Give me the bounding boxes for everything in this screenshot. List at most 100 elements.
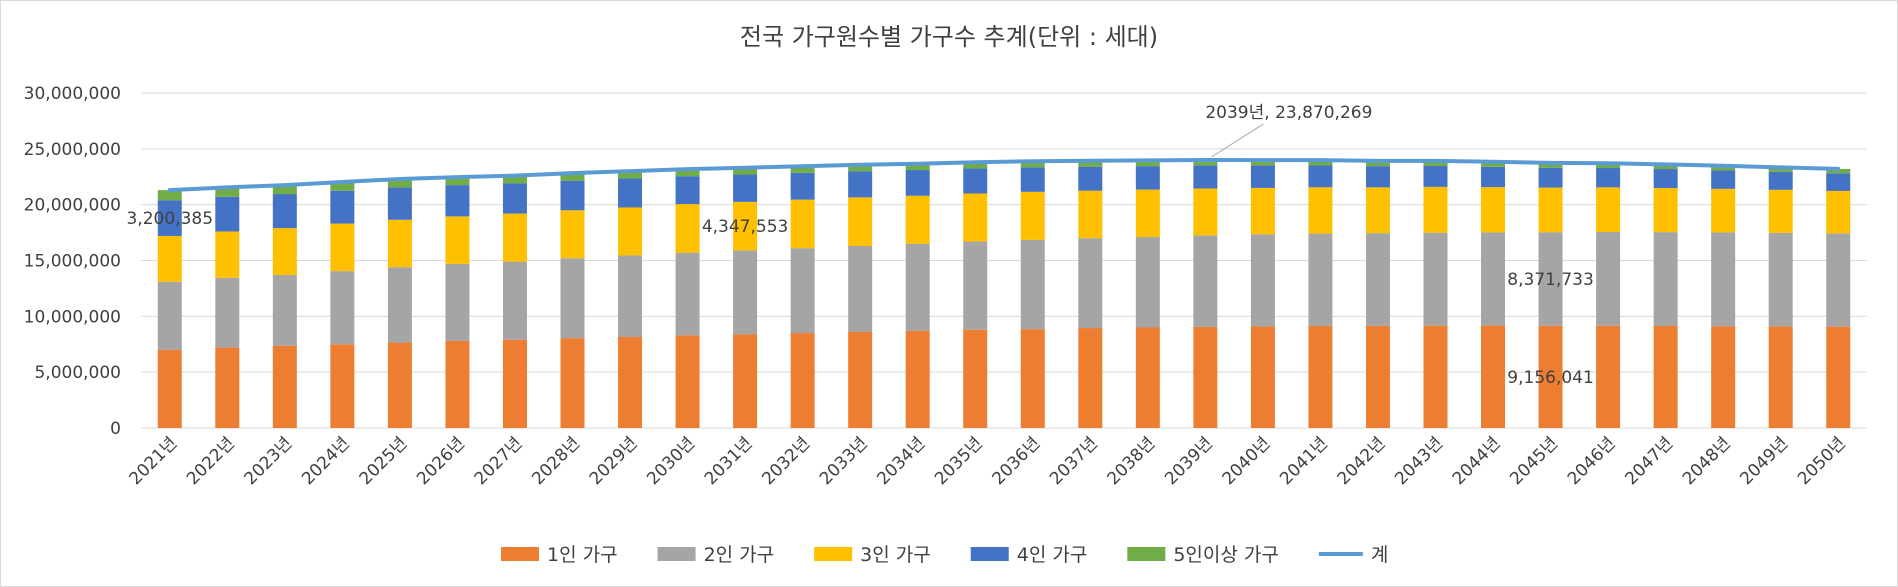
- bar-segment-1-2040년: [1250, 326, 1275, 428]
- bar-segment-4-2034년: [905, 170, 930, 196]
- data-label: 8,371,733: [1507, 270, 1594, 290]
- bar-segment-4-2030년: [675, 176, 700, 205]
- bar-segment-5-2047년: [1653, 164, 1678, 170]
- bar-segment-4-2026년: [445, 185, 470, 217]
- bar-segment-4-2043년: [1423, 166, 1448, 187]
- bar-segment-2-2026년: [445, 263, 470, 341]
- y-tick-label: 0: [110, 419, 121, 439]
- bar-segment-4-2035년: [963, 168, 988, 194]
- data-label: 3,200,385: [127, 209, 214, 229]
- bar-segment-4-2027년: [502, 183, 527, 214]
- total-series-line: [167, 158, 1841, 193]
- bar-segment-2-2037년: [1078, 238, 1103, 329]
- bar-segment-3-2048년: [1711, 188, 1736, 233]
- bar-segment-1-2027년: [502, 339, 527, 428]
- bar-segment-1-2023년: [272, 345, 297, 428]
- bar-segment-3-2031년: [733, 201, 758, 251]
- bar-segment-1-2050년: [1826, 326, 1851, 428]
- x-tick-label: 2038년: [1104, 433, 1160, 489]
- bar-segment-4-2022년: [215, 196, 240, 232]
- bar-segment-3-2025년: [387, 219, 412, 268]
- bar-segment-5-2044년: [1481, 161, 1506, 167]
- bar-segment-5-2029년: [618, 171, 643, 179]
- bar-segment-3-2050년: [1826, 190, 1851, 234]
- x-tick-label: 2040년: [1219, 433, 1275, 489]
- bar-segment-4-2031년: [733, 174, 758, 202]
- bar-segment-3-2042년: [1365, 187, 1390, 234]
- bar-segment-4-2028년: [560, 180, 585, 211]
- bar-segment-2-2048년: [1711, 232, 1736, 327]
- bar-segment-5-2023년: [272, 185, 297, 195]
- bar-segment-5-2049년: [1768, 167, 1793, 172]
- bar-segment-1-2035년: [963, 329, 988, 428]
- bar-segment-4-2033년: [848, 171, 873, 198]
- bar-segment-1-2024년: [330, 344, 355, 428]
- bar-segment-2-2025년: [387, 267, 412, 343]
- bar-segment-2-2050년: [1826, 233, 1851, 327]
- y-tick-label: 25,000,000: [24, 140, 121, 160]
- bar-segment-3-2028년: [560, 210, 585, 259]
- bar-segment-4-2050년: [1826, 173, 1851, 191]
- bar-segment-1-2031년: [733, 334, 758, 428]
- legend: 1인 가구 2인 가구 3인 가구 4인 가구 5인이상 가구 계: [501, 544, 1388, 566]
- bar-segment-4-2045년: [1538, 167, 1563, 188]
- bar-segment-3-2045년: [1538, 187, 1563, 233]
- bar-segment-5-2033년: [848, 164, 873, 172]
- bar-segment-1-2045년: [1538, 325, 1563, 428]
- x-tick-label: 2026년: [413, 433, 469, 489]
- x-tick-label: 2033년: [816, 433, 872, 489]
- legend-label: 3인 가구: [860, 544, 931, 566]
- bar-segment-1-2021년: [157, 349, 182, 428]
- bar-segment-1-2037년: [1078, 328, 1103, 428]
- x-tick-label: 2039년: [1161, 433, 1217, 489]
- bar-segment-5-2046년: [1596, 163, 1621, 169]
- bar-segment-2-2038년: [1135, 237, 1160, 328]
- bar-segment-4-2049년: [1768, 171, 1793, 190]
- bar-segment-4-2040년: [1250, 165, 1275, 188]
- bar-segment-3-2044년: [1481, 187, 1506, 233]
- x-tick-label: 2029년: [586, 433, 642, 489]
- legend-swatch-3: [814, 547, 853, 561]
- x-tick-label: 2027년: [471, 433, 527, 489]
- x-tick-label: 2047년: [1621, 433, 1677, 489]
- bar-segment-1-2034년: [905, 330, 930, 428]
- bar-segment-4-2038년: [1135, 166, 1160, 190]
- bar-segment-2-2024년: [330, 271, 355, 345]
- bar-segment-4-2047년: [1653, 169, 1678, 189]
- bar-segment-3-2037년: [1078, 190, 1103, 239]
- bar-segment-4-2041년: [1308, 165, 1333, 188]
- x-tick-label: 2024년: [298, 433, 354, 489]
- x-tick-label: 2044년: [1449, 433, 1505, 489]
- bar-segment-3-2029년: [618, 207, 643, 256]
- bar-segment-3-2046년: [1596, 187, 1621, 233]
- bar-segment-1-2032년: [790, 333, 815, 428]
- bar-segment-1-2030년: [675, 335, 700, 428]
- bar-segment-1-2044년: [1481, 325, 1506, 428]
- bar-segment-5-2039년: [1193, 160, 1218, 166]
- chart-title: 전국 가구원수별 가구수 추계(단위 : 세대): [740, 23, 1158, 51]
- bar-segment-3-2049년: [1768, 189, 1793, 233]
- x-tick-label: 2050년: [1794, 433, 1850, 489]
- bar-segment-3-2024년: [330, 223, 355, 272]
- bar-segment-1-2022년: [215, 347, 240, 428]
- x-tick-label: 2037년: [1046, 433, 1102, 489]
- y-tick-label: 20,000,000: [24, 196, 121, 216]
- x-tick-label: 2043년: [1391, 433, 1447, 489]
- total-line: [167, 158, 1841, 193]
- bar-segment-1-2042년: [1365, 325, 1390, 428]
- x-tick-label: 2031년: [701, 433, 757, 489]
- bar-segment-2-2044년: [1481, 232, 1506, 326]
- bar-segment-3-2022년: [215, 231, 240, 278]
- bar-segment-3-2021년: [157, 235, 182, 282]
- x-tick-label: 2022년: [183, 433, 239, 489]
- bar-segment-2-2028년: [560, 258, 585, 339]
- bar-segment-2-2035년: [963, 241, 988, 330]
- bar-segment-2-2034년: [905, 243, 930, 331]
- bar-segment-2-2027년: [502, 261, 527, 340]
- bar-segment-5-2032년: [790, 166, 815, 173]
- bar-segment-5-2042년: [1365, 160, 1390, 167]
- bars: [157, 160, 1851, 428]
- bar-segment-5-2028년: [560, 173, 585, 181]
